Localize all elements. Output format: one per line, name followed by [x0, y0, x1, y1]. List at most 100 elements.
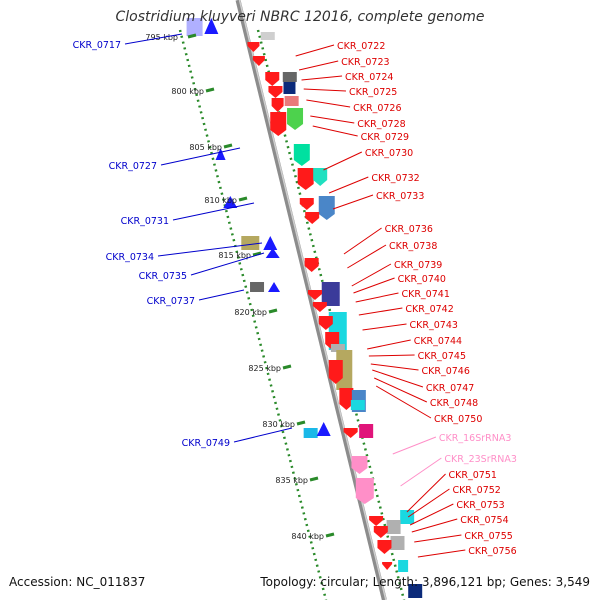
right-gene-label: CKR_0736 — [385, 224, 433, 235]
right-gene-label: CKR_0728 — [357, 119, 405, 130]
gene-feature-1 — [204, 18, 219, 34]
gene-feature-3 — [247, 42, 260, 52]
right-label-connector — [347, 244, 387, 269]
right-label-connector — [303, 88, 346, 92]
gene-feature-10 — [271, 98, 284, 112]
gene-feature-48 — [373, 526, 388, 538]
right-gene-label: CKR_0755 — [464, 531, 512, 542]
gene-feature-49 — [390, 536, 405, 550]
right-label-connector — [328, 176, 369, 194]
right-gene-label: CKR_0723 — [341, 57, 389, 68]
gene-feature-42 — [359, 424, 374, 438]
left-gene-label: CKR_0734 — [106, 252, 154, 263]
right-gene-label: CKR_0722 — [337, 41, 385, 52]
gene-feature-28 — [307, 290, 322, 300]
right-gene-label: CKR_0751 — [449, 470, 497, 481]
right-gene-label: CKR_0732 — [371, 173, 419, 184]
gene-feature-7 — [283, 82, 296, 94]
kbp-tick-mark — [252, 251, 262, 257]
right-gene-label: CKR_0752 — [452, 485, 500, 496]
kbp-tick-label: 820 kbp — [234, 308, 267, 317]
right-label-connector — [358, 307, 403, 316]
right-label-connector — [310, 115, 355, 124]
right-label-connector — [400, 457, 442, 487]
topology-text: Topology: circular; Length: 3,896,121 bp… — [260, 575, 590, 589]
right-label-connector — [332, 194, 374, 210]
left-label-connector — [160, 147, 241, 166]
gene-feature-52 — [398, 560, 409, 572]
gene-feature-27 — [321, 282, 340, 306]
right-label-connector — [323, 151, 363, 171]
left-label-connector — [124, 33, 183, 45]
left-gene-label: CKR_0717 — [73, 40, 121, 51]
gene-feature-31 — [318, 316, 333, 330]
kbp-tick-label: 825 kbp — [248, 364, 281, 373]
right-gene-label: CKR_0740 — [398, 274, 446, 285]
gene-feature-53 — [408, 584, 423, 598]
left-gene-labels: CKR_0717 CKR_0727 CKR_0731 CKR_0734 CKR_0735… — [73, 33, 293, 449]
gene-feature-11 — [287, 108, 304, 130]
right-gene-label: CKR_0730 — [365, 148, 413, 159]
left-gene-label: CKR_0737 — [147, 296, 195, 307]
gene-feature-45 — [400, 510, 415, 524]
gene-feature-12 — [270, 112, 287, 136]
kbp-tick-label: 840 kbp — [291, 532, 324, 541]
kbp-tick-mark — [187, 33, 197, 39]
right-gene-label: CKR_0724 — [345, 72, 393, 83]
right-gene-label: CKR_0754 — [460, 515, 508, 526]
gene-feature-6 — [265, 72, 280, 86]
right-label-connector — [353, 277, 395, 294]
right-gene-label: CKR_0746 — [422, 366, 470, 377]
gene-feature-5 — [282, 72, 297, 82]
kbp-tick-mark — [309, 476, 319, 482]
gene-feature-4 — [252, 56, 265, 66]
gene-feature-15 — [297, 168, 314, 190]
gene-feature-23 — [265, 248, 280, 258]
kbp-tick-mark — [296, 420, 306, 426]
gene-feature-39 — [303, 428, 318, 438]
gene-feature-19 — [318, 196, 335, 220]
gene-feature-51 — [382, 562, 393, 570]
gene-feature-18 — [299, 198, 314, 210]
right-gene-label: CKR_23SrRNA3 — [444, 454, 517, 465]
right-gene-label: CKR_0729 — [361, 132, 409, 143]
left-gene-label: CKR_0749 — [182, 438, 230, 449]
right-label-connector — [375, 385, 432, 419]
gene-feature-29 — [312, 302, 327, 312]
gene-feature-24 — [304, 258, 319, 272]
gene-feature-14 — [215, 148, 226, 160]
right-gene-label: CKR_0747 — [426, 383, 474, 394]
gene-feature-20 — [305, 212, 320, 224]
right-label-connector — [372, 369, 424, 388]
gene-feature-2 — [260, 32, 275, 40]
kbp-tick-label: 805 kbp — [189, 143, 222, 152]
right-label-connector — [406, 473, 446, 513]
gene-feature-16 — [313, 168, 328, 186]
gene-feature-26 — [268, 282, 281, 292]
right-label-connector — [417, 549, 466, 558]
gene-feature-21 — [241, 236, 260, 250]
accession-text: Accession: NC_011837 — [9, 575, 146, 589]
gene-feature-33 — [330, 344, 345, 352]
kbp-tick-label: 835 kbp — [275, 476, 308, 485]
right-gene-label: CKR_0739 — [394, 260, 442, 271]
kbp-tick-mark — [238, 196, 248, 202]
gene-feature-8 — [268, 86, 283, 98]
right-label-connector — [343, 227, 382, 255]
right-gene-label: CKR_0726 — [353, 103, 401, 114]
gene-feature-36 — [339, 388, 354, 410]
left-gene-label: CKR_0735 — [139, 271, 187, 282]
right-gene-labels: CKR_0722 CKR_0723 CKR_0724 CKR_0725 CKR_0726… — [295, 41, 517, 558]
kbp-tick-label: 800 kbp — [171, 87, 204, 96]
left-gene-label: CKR_0731 — [121, 216, 169, 227]
gene-feature-0 — [186, 18, 203, 36]
gene-feature-9 — [284, 96, 299, 106]
right-gene-label: CKR_0750 — [434, 414, 482, 425]
gene-feature-44 — [355, 478, 374, 504]
right-gene-label: CKR_0733 — [376, 191, 424, 202]
kbp-tick-mark — [268, 308, 278, 314]
gene-feature-50 — [377, 540, 392, 554]
right-label-connector — [355, 292, 399, 303]
right-label-connector — [362, 323, 407, 331]
